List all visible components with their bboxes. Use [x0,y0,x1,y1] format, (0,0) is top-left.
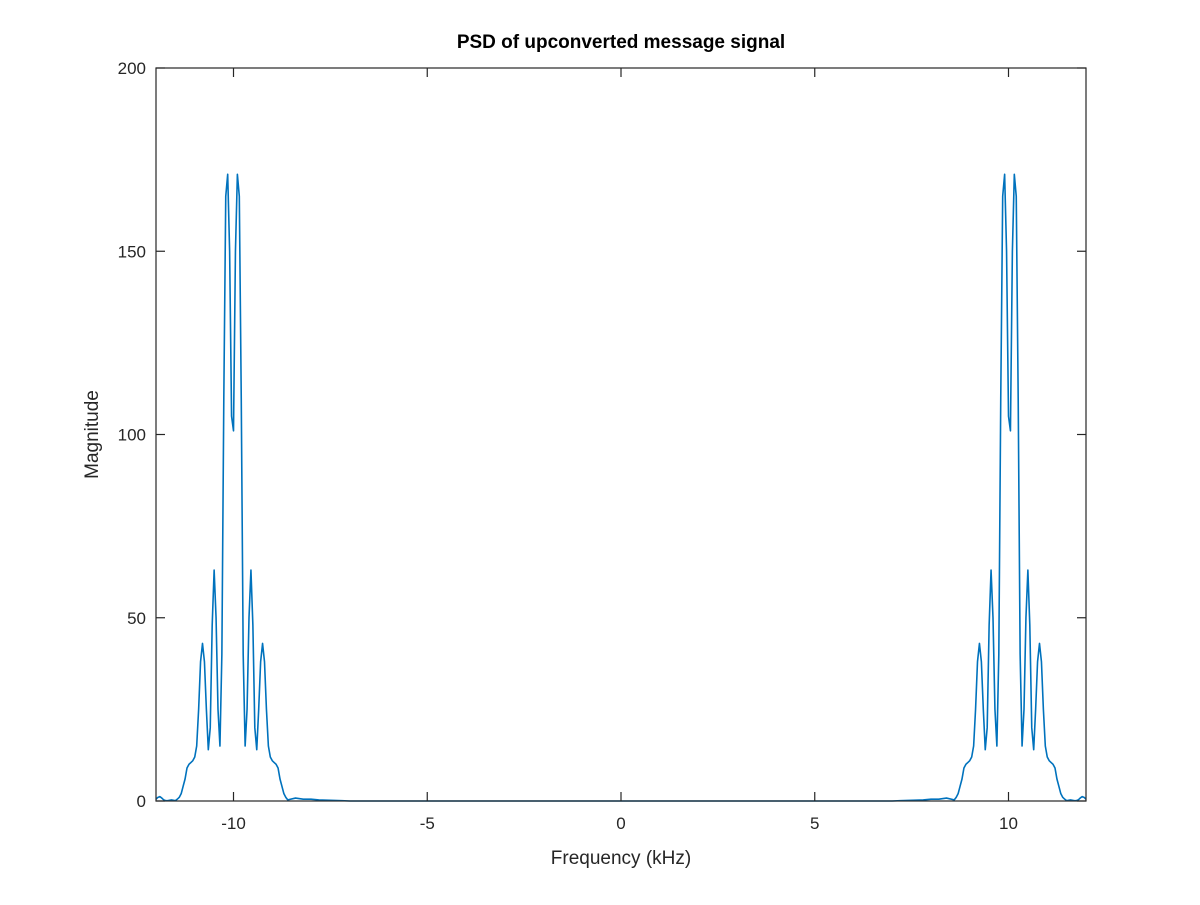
chart-title: PSD of upconverted message signal [457,32,785,53]
y-axis-label: Magnitude [82,390,103,479]
x-tick-label: 0 [616,814,625,833]
y-tick-label: 150 [118,242,146,261]
x-tick-label: 5 [810,814,819,833]
y-tick-label: 50 [127,609,146,628]
x-tick-label: -5 [420,814,435,833]
x-tick-label: -10 [221,814,246,833]
plot-area [156,68,1086,801]
y-tick-label: 0 [137,792,146,811]
x-axis-label: Frequency (kHz) [551,848,691,869]
y-tick-label: 100 [118,426,146,445]
x-tick-label: 10 [999,814,1018,833]
y-tick-label: 200 [118,59,146,78]
